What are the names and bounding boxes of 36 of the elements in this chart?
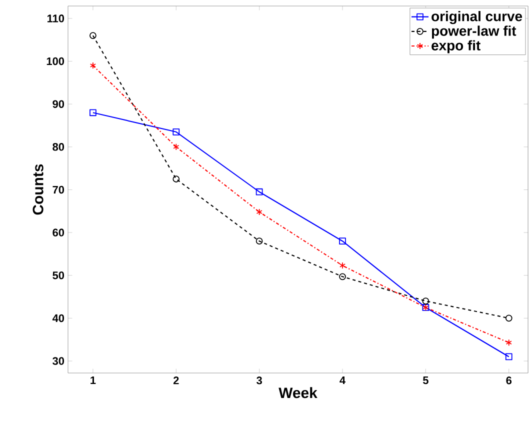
point (506, 339, 512, 346)
point (339, 273, 346, 280)
y-tick-label: 70 (52, 186, 64, 194)
y-tick-label: 40 (52, 314, 64, 322)
point (339, 262, 346, 269)
legend-label: original curve (432, 11, 522, 24)
point (172, 176, 180, 182)
x-tick-label: 6 (506, 376, 512, 384)
point (256, 238, 263, 245)
point (256, 208, 262, 216)
y-axis-title: Counts (32, 164, 44, 215)
y-tick-label: 60 (52, 228, 64, 236)
x-axis-title: Week (278, 387, 318, 398)
point (505, 314, 512, 322)
point (90, 32, 96, 39)
y-tick-label: 110 (47, 14, 64, 22)
x-tick-label: 3 (256, 376, 262, 384)
x-tick-label: 1 (90, 376, 96, 384)
x-tick-label: 2 (173, 376, 179, 384)
y-tick-label: 90 (52, 100, 64, 108)
point (90, 62, 96, 69)
legend-label: power-law fit (432, 26, 516, 39)
point (256, 188, 263, 196)
point (173, 143, 180, 150)
point (90, 109, 96, 116)
x-tick-label: 5 (422, 376, 428, 384)
point (422, 298, 430, 304)
legend-label: expo fit (432, 40, 480, 54)
y-tick-label: 30 (52, 357, 64, 365)
x-tick-label: 4 (340, 376, 346, 384)
point (505, 353, 512, 360)
y-tick-label: 100 (46, 57, 64, 66)
point (339, 238, 346, 245)
y-tick-label: 80 (52, 143, 64, 151)
y-tick-label: 50 (52, 271, 64, 280)
point (172, 128, 180, 136)
